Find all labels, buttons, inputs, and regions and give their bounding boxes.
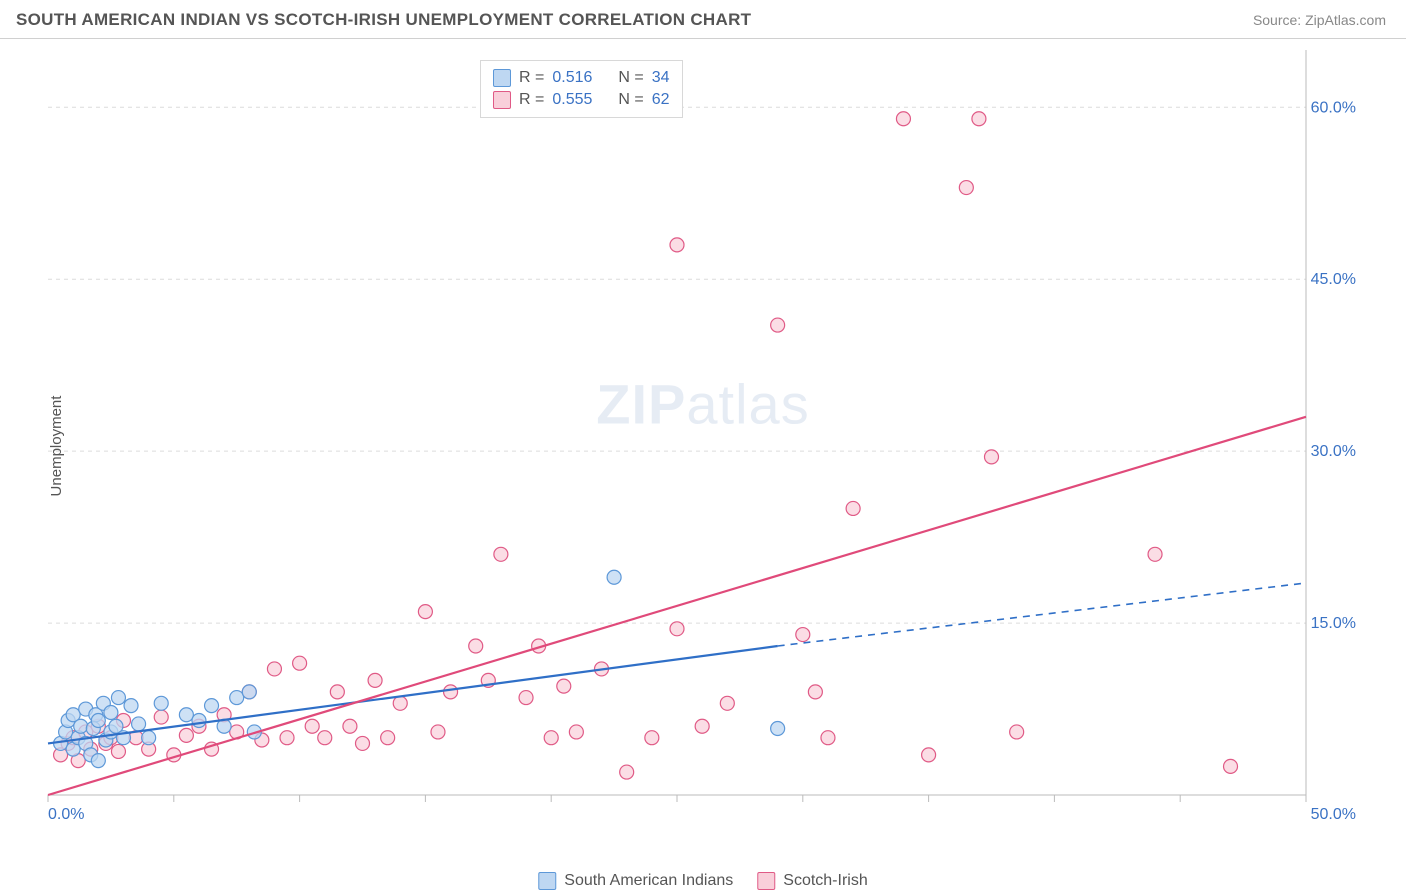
legend-label-blue: South American Indians xyxy=(564,872,733,890)
legend-row-blue: R = 0.516 N = 34 xyxy=(493,67,670,89)
r-label: R = xyxy=(519,91,544,109)
legend-swatch-pink xyxy=(493,91,511,109)
svg-text:30.0%: 30.0% xyxy=(1311,443,1356,460)
n-value: 34 xyxy=(652,69,670,87)
r-value: 0.516 xyxy=(552,69,592,87)
legend-swatch-blue-icon xyxy=(538,872,556,890)
legend-swatch-blue xyxy=(493,69,511,87)
plot-area: 15.0%30.0%45.0%60.0%0.0%50.0% ZIPatlas xyxy=(48,50,1358,820)
legend-item-blue: South American Indians xyxy=(538,872,733,890)
svg-text:15.0%: 15.0% xyxy=(1311,615,1356,632)
chart-source: Source: ZipAtlas.com xyxy=(1253,12,1386,28)
svg-text:45.0%: 45.0% xyxy=(1311,271,1356,288)
correlation-legend: R = 0.516 N = 34 R = 0.555 N = 62 xyxy=(480,60,683,118)
legend-row-pink: R = 0.555 N = 62 xyxy=(493,89,670,111)
chart-header: SOUTH AMERICAN INDIAN VS SCOTCH-IRISH UN… xyxy=(0,0,1406,39)
legend-label-pink: Scotch-Irish xyxy=(783,872,867,890)
r-label: R = xyxy=(519,69,544,87)
chart-title: SOUTH AMERICAN INDIAN VS SCOTCH-IRISH UN… xyxy=(16,10,751,30)
chart-svg: 15.0% 30.0% 45.0% 60.0% 0.0% 50.0% xyxy=(48,50,1358,820)
n-value: 62 xyxy=(652,91,670,109)
n-label: N = xyxy=(618,91,643,109)
svg-text:50.0%: 50.0% xyxy=(1311,806,1356,823)
series-legend: South American Indians Scotch-Irish xyxy=(538,872,867,890)
svg-text:60.0%: 60.0% xyxy=(1311,99,1356,116)
r-value: 0.555 xyxy=(552,91,592,109)
legend-swatch-pink-icon xyxy=(757,872,775,890)
svg-text:0.0%: 0.0% xyxy=(48,806,84,823)
legend-item-pink: Scotch-Irish xyxy=(757,872,867,890)
n-label: N = xyxy=(618,69,643,87)
